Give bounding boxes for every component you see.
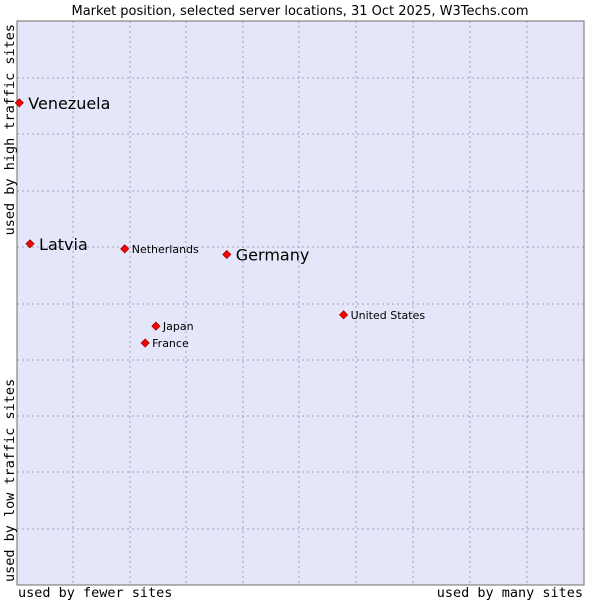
grid-lines <box>17 21 584 585</box>
point-label-venezuela: Venezuela <box>28 94 110 113</box>
plot-frame <box>16 20 585 586</box>
chart-title: Market position, selected server locatio… <box>71 4 528 19</box>
point-label-united-states: United States <box>351 309 426 322</box>
point-venezuela: Venezuela <box>14 94 110 113</box>
point-marker-venezuela <box>14 98 24 108</box>
point-marker-germany <box>222 249 232 260</box>
point-label-japan: Japan <box>162 320 194 333</box>
point-france: France <box>140 337 189 350</box>
point-germany: Germany <box>222 245 310 264</box>
x-axis-label-left: used by fewer sites <box>18 585 172 600</box>
point-marker-japan <box>151 321 161 331</box>
y-axis-label-bottom: used by low traffic sites <box>2 379 18 582</box>
point-netherlands: Netherlands <box>120 243 199 256</box>
data-points: Venezuela Latvia Netherlands Germany United … <box>14 94 426 350</box>
point-marker-netherlands <box>120 244 130 254</box>
point-united-states: United States <box>339 309 426 322</box>
plot-area <box>17 21 584 585</box>
point-latvia: Latvia <box>25 235 88 254</box>
x-axis-label-right: used by many sites <box>437 585 583 600</box>
point-marker-latvia <box>25 239 35 249</box>
point-label-netherlands: Netherlands <box>132 243 199 256</box>
point-marker-united-states <box>339 310 349 320</box>
y-axis-label-top: used by high traffic sites <box>2 24 18 235</box>
point-label-latvia: Latvia <box>39 235 88 254</box>
point-label-france: France <box>152 337 189 350</box>
point-marker-france <box>140 338 150 348</box>
point-japan: Japan <box>151 320 194 333</box>
point-label-germany: Germany <box>236 245 310 264</box>
